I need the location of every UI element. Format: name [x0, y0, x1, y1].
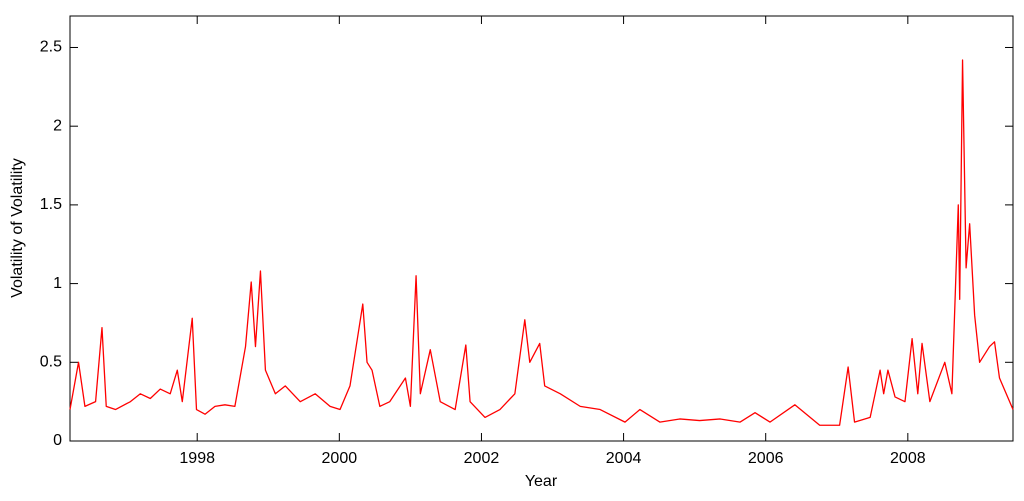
y-tick-label: 0.5 [40, 354, 62, 371]
x-tick-label: 2004 [606, 450, 642, 467]
y-tick-label: 1.5 [40, 196, 62, 213]
y-axis-label: Volatility of Volatility [9, 158, 26, 298]
data-line [69, 59, 1014, 426]
y-tick-label: 0 [53, 432, 62, 449]
y-tick-label: 1 [53, 275, 62, 292]
y-tick-label: 2 [53, 117, 62, 134]
plot-frame [69, 15, 1014, 442]
x-tick-label: 2008 [890, 450, 926, 467]
x-tick-label: 2006 [748, 450, 784, 467]
x-tick-label: 2002 [464, 450, 500, 467]
x-axis-label: Year [525, 473, 558, 490]
y-tick-label: 2.5 [40, 39, 62, 56]
x-tick-label: 2000 [322, 450, 358, 467]
x-tick-label: 1998 [179, 450, 215, 467]
